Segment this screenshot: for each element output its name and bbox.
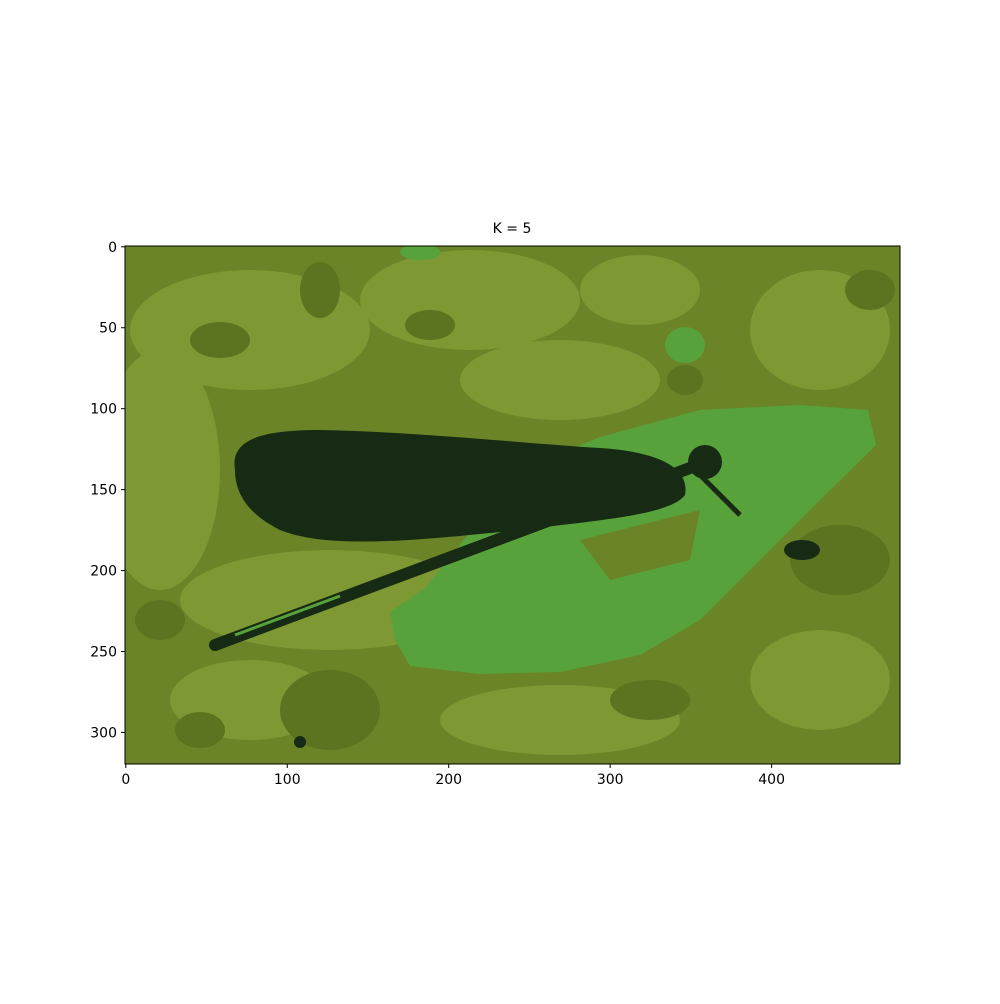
x-tick-label: 0 bbox=[121, 772, 130, 788]
y-tick-label: 100 bbox=[90, 402, 117, 418]
chart-title: K = 5 bbox=[493, 221, 532, 237]
y-tick-label: 0 bbox=[108, 240, 117, 256]
axes-frame bbox=[124, 245, 901, 765]
x-tick-label: 200 bbox=[435, 772, 462, 788]
y-tick-label: 250 bbox=[90, 644, 117, 660]
y-tick-label: 300 bbox=[90, 725, 117, 741]
y-tick-label: 50 bbox=[99, 321, 117, 337]
quantized-image bbox=[125, 246, 900, 764]
x-tick-label: 100 bbox=[274, 772, 301, 788]
y-tick-label: 200 bbox=[90, 564, 117, 580]
y-tick-label: 150 bbox=[90, 483, 117, 499]
x-tick-label: 400 bbox=[758, 772, 785, 788]
x-tick-label: 300 bbox=[597, 772, 624, 788]
